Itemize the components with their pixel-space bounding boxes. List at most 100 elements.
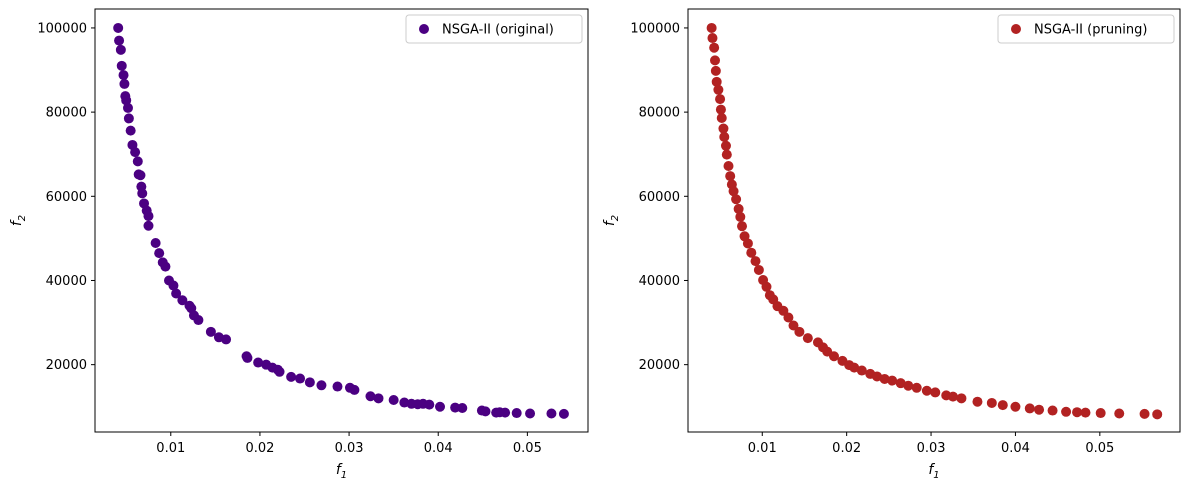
- data-point: [286, 371, 297, 382]
- legend-marker: [1011, 24, 1021, 34]
- data-point: [1024, 403, 1035, 414]
- data-point: [435, 401, 446, 412]
- data-point: [750, 256, 761, 267]
- data-point: [500, 407, 511, 418]
- data-point: [731, 194, 742, 205]
- data-point: [930, 387, 941, 398]
- data-point: [710, 65, 721, 76]
- data-point: [887, 375, 898, 386]
- y-tick-label: 20000: [46, 358, 87, 373]
- data-point: [511, 408, 522, 419]
- data-point: [546, 408, 557, 419]
- data-point: [125, 125, 136, 136]
- data-point: [746, 247, 757, 258]
- data-point: [1010, 401, 1021, 412]
- data-point: [373, 393, 384, 404]
- data-point: [221, 334, 232, 345]
- data-point: [828, 351, 839, 362]
- data-point: [856, 365, 867, 376]
- legend-box: [405, 14, 583, 44]
- data-point: [788, 320, 799, 331]
- x-axis-label: f1: [928, 462, 939, 481]
- data-point: [1152, 409, 1163, 420]
- data-point: [121, 95, 132, 106]
- data-point: [725, 171, 736, 182]
- data-point: [119, 78, 130, 89]
- data-point: [116, 60, 127, 71]
- data-point: [118, 70, 129, 81]
- data-point: [123, 113, 134, 124]
- data-point: [720, 140, 731, 151]
- data-point: [972, 396, 983, 407]
- x-tick-label: 0.05: [1085, 441, 1114, 456]
- data-point: [1095, 408, 1106, 419]
- data-point: [947, 391, 958, 402]
- data-point: [316, 380, 327, 391]
- data-point: [388, 395, 399, 406]
- data-point: [921, 385, 932, 396]
- data-point: [242, 352, 253, 363]
- data-point: [716, 113, 727, 124]
- x-axis-label-base: f: [928, 462, 935, 478]
- x-tick-label: 0.03: [917, 441, 946, 456]
- data-point: [903, 380, 914, 391]
- y-axis-label: f2: [9, 215, 28, 226]
- y-tick-label: 100000: [37, 21, 87, 36]
- data-point: [115, 44, 126, 55]
- data-point: [721, 149, 732, 160]
- data-point: [715, 94, 726, 105]
- data-point: [135, 170, 146, 181]
- data-point: [713, 84, 724, 95]
- x-axis-label: f1: [336, 462, 347, 481]
- x-tick-label: 0.03: [335, 441, 364, 456]
- data-point: [122, 102, 133, 113]
- data-point: [1139, 408, 1150, 419]
- data-point: [895, 378, 906, 389]
- data-point: [365, 391, 376, 402]
- data-point: [177, 295, 188, 306]
- data-point: [709, 42, 720, 53]
- data-point: [457, 403, 468, 414]
- data-point: [728, 186, 739, 197]
- data-point: [753, 264, 764, 275]
- data-point: [849, 362, 860, 373]
- x-axis-label-base: f: [336, 462, 343, 478]
- x-tick-label: 0.02: [832, 441, 861, 456]
- y-axis-label-subscript: 2: [610, 215, 621, 221]
- y-tick-label: 60000: [639, 190, 680, 205]
- legend-box: [997, 14, 1175, 44]
- data-point: [349, 384, 360, 395]
- data-point: [706, 22, 717, 33]
- legend: NSGA-II (pruning): [997, 14, 1175, 44]
- data-point: [718, 123, 729, 134]
- data-point: [715, 104, 726, 115]
- data-point: [150, 238, 161, 249]
- data-point: [304, 377, 315, 388]
- y-tick-label: 20000: [639, 358, 680, 373]
- data-point: [205, 326, 216, 337]
- x-tick-label: 0.05: [513, 441, 542, 456]
- data-point: [742, 238, 753, 249]
- data-point: [710, 55, 721, 66]
- data-point: [737, 221, 748, 232]
- data-point: [711, 76, 722, 87]
- data-point: [997, 400, 1008, 411]
- y-axis-label: f2: [602, 215, 621, 226]
- x-tick-label: 0.04: [1001, 441, 1030, 456]
- data-point: [802, 333, 813, 344]
- data-point: [132, 156, 143, 167]
- data-point: [1047, 405, 1058, 416]
- data-point: [1072, 407, 1083, 418]
- data-point: [1061, 406, 1072, 417]
- data-point: [143, 211, 154, 222]
- data-point: [707, 33, 718, 44]
- data-point: [1114, 408, 1125, 419]
- y-tick-label: 40000: [46, 274, 87, 289]
- data-point: [450, 402, 461, 413]
- y-tick-label: 80000: [639, 106, 680, 121]
- data-point: [879, 373, 890, 384]
- data-point: [113, 22, 124, 33]
- x-axis-label-subscript: 1: [933, 470, 939, 481]
- legend-label: NSGA-II (pruning): [1034, 23, 1147, 38]
